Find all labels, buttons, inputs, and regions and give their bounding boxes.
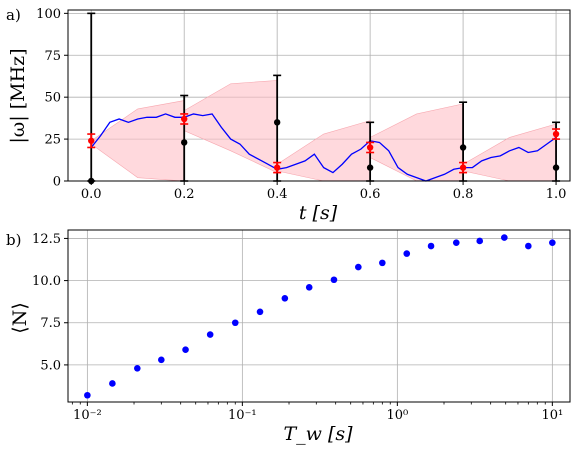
panel-a-xlabel: t [s] xyxy=(299,202,338,224)
panel-b-ytick-label-3: 12.5 xyxy=(32,232,61,247)
panel-a-ytick-label-1: 25 xyxy=(44,133,61,148)
panel-b-point-14 xyxy=(427,242,435,250)
panel-b-frame xyxy=(67,229,571,403)
panel-b-ylabel: ⟨N⟩ xyxy=(9,302,31,333)
panel-b-ytick-label-0: 5.0 xyxy=(40,358,61,373)
panel-b-point-4 xyxy=(182,346,189,354)
panel-a-measured-point-4 xyxy=(459,144,467,151)
panel-a-measured-point-1 xyxy=(181,139,188,146)
panel-b-points xyxy=(84,234,556,399)
panel-b-xlabel: T_w [s] xyxy=(283,423,353,445)
panel-b-point-11 xyxy=(355,263,362,271)
panel-a-estimate-point-0 xyxy=(88,137,95,144)
panel-a-xtick-label-4: 0.8 xyxy=(453,187,474,202)
panel-b-tag: b) xyxy=(6,231,21,249)
panel-b-point-15 xyxy=(452,239,460,246)
panel-b-point-2 xyxy=(134,364,141,372)
panel-b-point-10 xyxy=(330,276,338,284)
panel-a-xtick-label-5: 1.0 xyxy=(546,187,567,202)
panel-a-measured-point-2 xyxy=(273,119,281,126)
panel-b-ytick-label-2: 10.0 xyxy=(32,274,61,289)
panel-a-band-2 xyxy=(276,120,371,182)
panel-b-point-7 xyxy=(256,308,264,316)
panel-b-point-17 xyxy=(501,234,508,241)
panel-b-xticks: 10⁻² 10⁻¹ 10⁰ 10¹ xyxy=(71,402,563,423)
panel-a-measured-point-3 xyxy=(366,164,374,171)
panel-b-point-12 xyxy=(379,259,386,267)
panel-b-yticks: 5.0 7.5 10.0 12.5 xyxy=(32,232,68,373)
panel-b-xtick-label-0: 10⁻² xyxy=(73,408,102,423)
panel-a-estimate-point-5 xyxy=(552,130,560,138)
panel-b-point-19 xyxy=(549,239,556,246)
panel-a-chart: 0.0 0.2 0.4 0.6 0.8 1.0 0 25 50 75 100 a) t [s] |… xyxy=(6,6,571,224)
panel-b-xtick-label-3: 10¹ xyxy=(541,408,563,423)
panel-a-ytick-label-4: 100 xyxy=(36,7,61,22)
panel-a-ytick-label-0: 0 xyxy=(53,175,61,190)
panel-b-point-5 xyxy=(206,331,214,338)
panel-b-xtick-label-1: 10⁻¹ xyxy=(228,408,257,423)
panel-a-ytick-label-3: 75 xyxy=(44,49,61,64)
panel-a-xtick-label-3: 0.6 xyxy=(360,187,381,202)
panel-a-xtick-label-2: 0.4 xyxy=(267,187,288,202)
panel-a-xticks: 0.0 0.2 0.4 0.6 0.8 1.0 xyxy=(81,181,567,202)
panel-a-band-4 xyxy=(462,123,557,182)
panel-b-point-9 xyxy=(305,284,313,291)
panel-a-measured-point-5 xyxy=(552,164,560,171)
panel-b-point-0 xyxy=(84,391,91,399)
panel-a-estimate-point-4 xyxy=(459,164,467,171)
panel-a-ytick-label-2: 50 xyxy=(44,91,61,106)
panel-a-trace-line xyxy=(90,113,557,182)
panel-a-yticks: 0 25 50 75 100 xyxy=(36,7,68,190)
panel-b-grid xyxy=(68,230,570,402)
panel-a-frame xyxy=(67,9,571,182)
panel-a-band-3 xyxy=(369,103,464,182)
panel-a-band-0 xyxy=(90,100,185,182)
panel-b-point-16 xyxy=(476,237,484,245)
panel-b-point-6 xyxy=(231,319,239,327)
panel-a-estimate-point-3 xyxy=(366,144,374,151)
panel-b-xtick-label-2: 10⁰ xyxy=(386,408,408,423)
panel-a-estimate-point-2 xyxy=(273,164,281,171)
panel-b-point-18 xyxy=(525,242,532,250)
panel-a-xtick-label-1: 0.2 xyxy=(174,187,195,202)
panel-a-xtick-label-0: 0.0 xyxy=(81,187,102,202)
panel-b-point-13 xyxy=(403,250,411,257)
panel-a-tag: a) xyxy=(6,6,21,24)
panel-b-point-1 xyxy=(109,380,116,387)
panel-b-point-3 xyxy=(158,356,165,364)
panel-b-ytick-label-1: 7.5 xyxy=(40,316,61,331)
panel-b-chart: 10⁻² 10⁻¹ 10⁰ 10¹ 5.0 7.5 10.0 12.5 b) T_w [s]… xyxy=(6,229,571,445)
panel-b-point-8 xyxy=(281,294,289,302)
panel-a-band-1 xyxy=(183,80,278,174)
panel-a-estimate-point-1 xyxy=(181,115,188,123)
panel-a-ylabel: |ω| [MHz] xyxy=(7,48,29,143)
panel-a-bands xyxy=(90,80,557,182)
